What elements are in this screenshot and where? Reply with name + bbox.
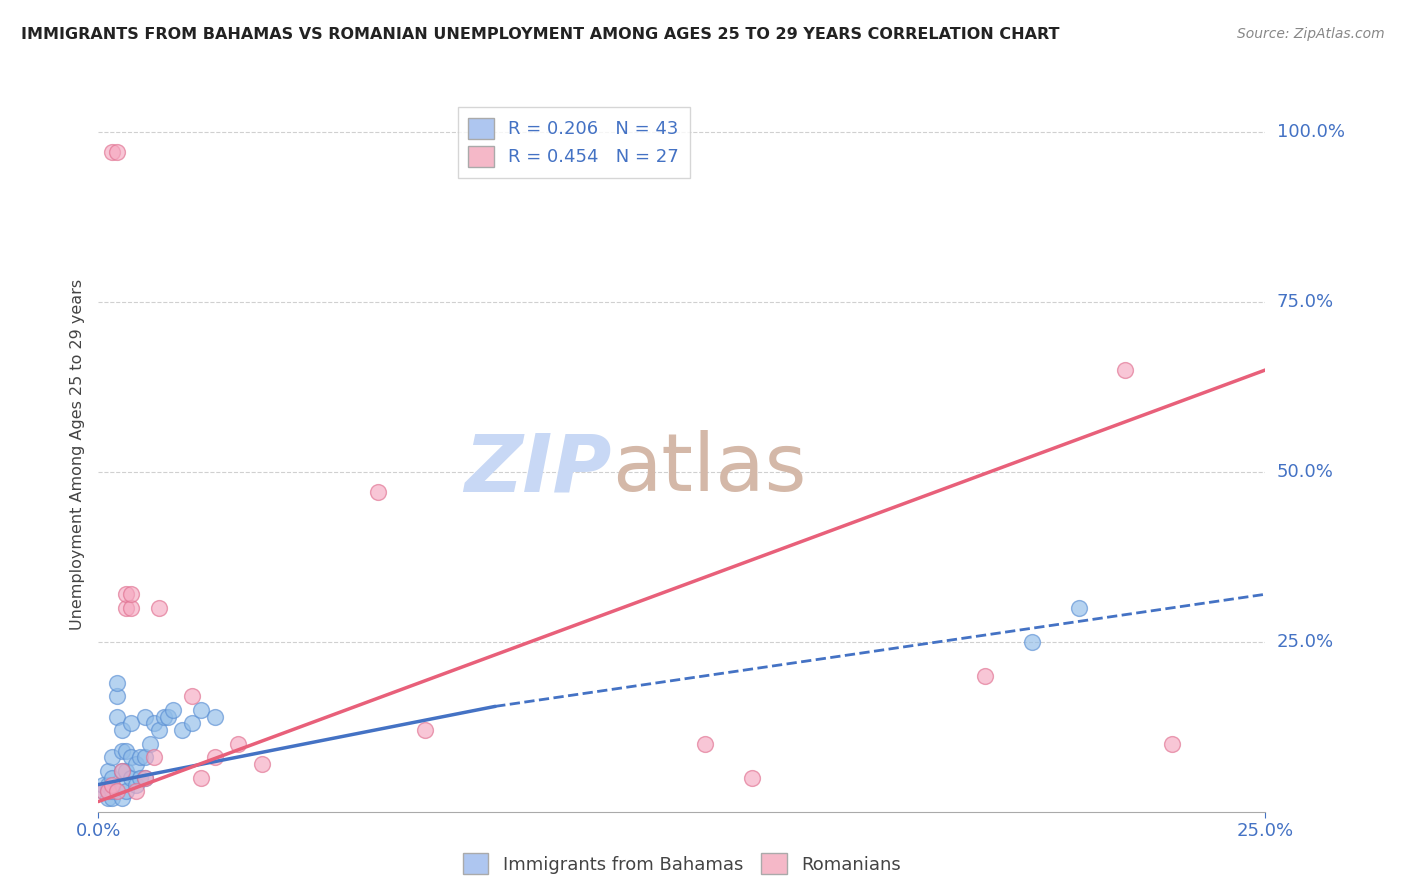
Point [115, 784, 138, 798]
Point [148, 600, 170, 615]
Point [190, 703, 212, 717]
Point [172, 723, 194, 738]
Point [91, 778, 114, 792]
Text: 25.0%: 25.0% [1277, 632, 1334, 651]
Text: 50.0%: 50.0% [1277, 463, 1333, 481]
Point [1067, 600, 1090, 615]
Point [105, 689, 128, 703]
Point [101, 750, 124, 764]
Text: atlas: atlas [612, 430, 806, 508]
Point [180, 716, 202, 731]
Point [129, 771, 152, 785]
Text: ZIP: ZIP [464, 430, 612, 508]
Point [111, 791, 134, 805]
Point [190, 771, 212, 785]
Point [120, 587, 142, 601]
Point [120, 600, 142, 615]
Point [111, 778, 134, 792]
Point [91, 784, 114, 798]
Point [413, 723, 436, 738]
Point [974, 669, 997, 683]
Point [97, 764, 120, 778]
Text: IMMIGRANTS FROM BAHAMAS VS ROMANIAN UNEMPLOYMENT AMONG AGES 25 TO 29 YEARS CORRE: IMMIGRANTS FROM BAHAMAS VS ROMANIAN UNEM… [21, 27, 1060, 42]
Point [105, 675, 128, 690]
Point [152, 709, 174, 723]
Point [134, 771, 156, 785]
Point [111, 723, 134, 738]
Point [741, 771, 763, 785]
Point [204, 709, 226, 723]
Point [148, 723, 170, 738]
Point [115, 764, 138, 778]
Text: Source: ZipAtlas.com: Source: ZipAtlas.com [1237, 27, 1385, 41]
Point [115, 743, 138, 757]
Point [120, 716, 142, 731]
Point [125, 778, 148, 792]
Point [125, 757, 148, 772]
Point [367, 485, 389, 500]
Point [91, 784, 114, 798]
Point [101, 791, 124, 805]
Point [105, 784, 128, 798]
Text: 100.0%: 100.0% [1277, 123, 1344, 141]
Point [1021, 635, 1043, 649]
Point [139, 737, 162, 751]
Point [143, 716, 166, 731]
Point [250, 757, 273, 772]
Point [97, 778, 120, 792]
Point [129, 750, 152, 764]
Point [111, 764, 134, 778]
Point [125, 784, 148, 798]
Point [204, 750, 226, 764]
Point [120, 771, 142, 785]
Point [157, 709, 180, 723]
Point [97, 784, 120, 798]
Text: 75.0%: 75.0% [1277, 293, 1334, 311]
Point [134, 750, 156, 764]
Y-axis label: Unemployment Among Ages 25 to 29 years: Unemployment Among Ages 25 to 29 years [69, 279, 84, 631]
Point [101, 778, 124, 792]
Point [101, 784, 124, 798]
Point [101, 145, 124, 160]
Point [228, 737, 250, 751]
Point [105, 709, 128, 723]
Point [101, 771, 124, 785]
Point [111, 743, 134, 757]
Point [97, 784, 120, 798]
Point [1161, 737, 1184, 751]
Point [120, 750, 142, 764]
Point [134, 709, 156, 723]
Point [105, 145, 128, 160]
Point [162, 703, 184, 717]
Point [143, 750, 166, 764]
Point [1114, 363, 1136, 377]
Point [111, 764, 134, 778]
Point [97, 791, 120, 805]
Point [115, 600, 138, 615]
Point [695, 737, 717, 751]
Point [115, 587, 138, 601]
Point [180, 689, 202, 703]
Legend: Immigrants from Bahamas, Romanians: Immigrants from Bahamas, Romanians [456, 846, 908, 881]
Point [134, 771, 156, 785]
